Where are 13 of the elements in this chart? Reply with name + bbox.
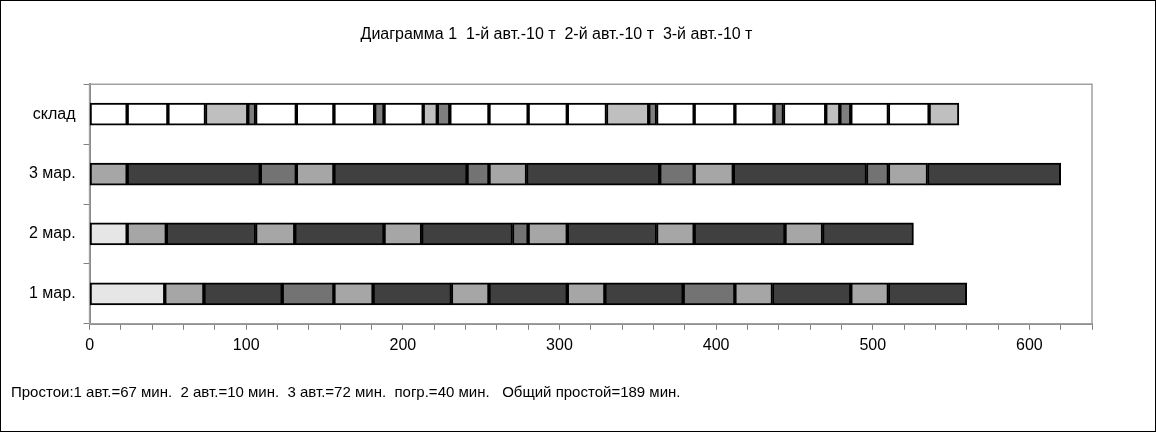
y-tick-label: склад bbox=[32, 104, 77, 122]
x-tick-label: 500 bbox=[859, 335, 887, 353]
y-tick-label: 1 мар. bbox=[28, 284, 76, 302]
text: Простои:1 авт.=67 мин. 2 авт.=10 мин. 3 авт.=72 мин. погр.=40 мин. Общий простой=189 мин. bbox=[11, 383, 681, 401]
x-tick-label: 0 bbox=[85, 335, 95, 353]
x-tick-label: 200 bbox=[389, 335, 417, 353]
x-tick-label: 300 bbox=[546, 335, 573, 353]
y-tick-label: 3 мар. bbox=[28, 164, 76, 182]
chart-title: Диаграмма 1 1-й авт.-10 т 2-й авт.-10 т 3-й авт.-10 т bbox=[360, 25, 754, 43]
x-tick-label: 600 bbox=[1016, 335, 1043, 353]
y-tick-label: 2 мар. bbox=[28, 224, 76, 242]
x-tick-label: 400 bbox=[702, 335, 730, 353]
x-tick-label: 100 bbox=[232, 335, 260, 353]
